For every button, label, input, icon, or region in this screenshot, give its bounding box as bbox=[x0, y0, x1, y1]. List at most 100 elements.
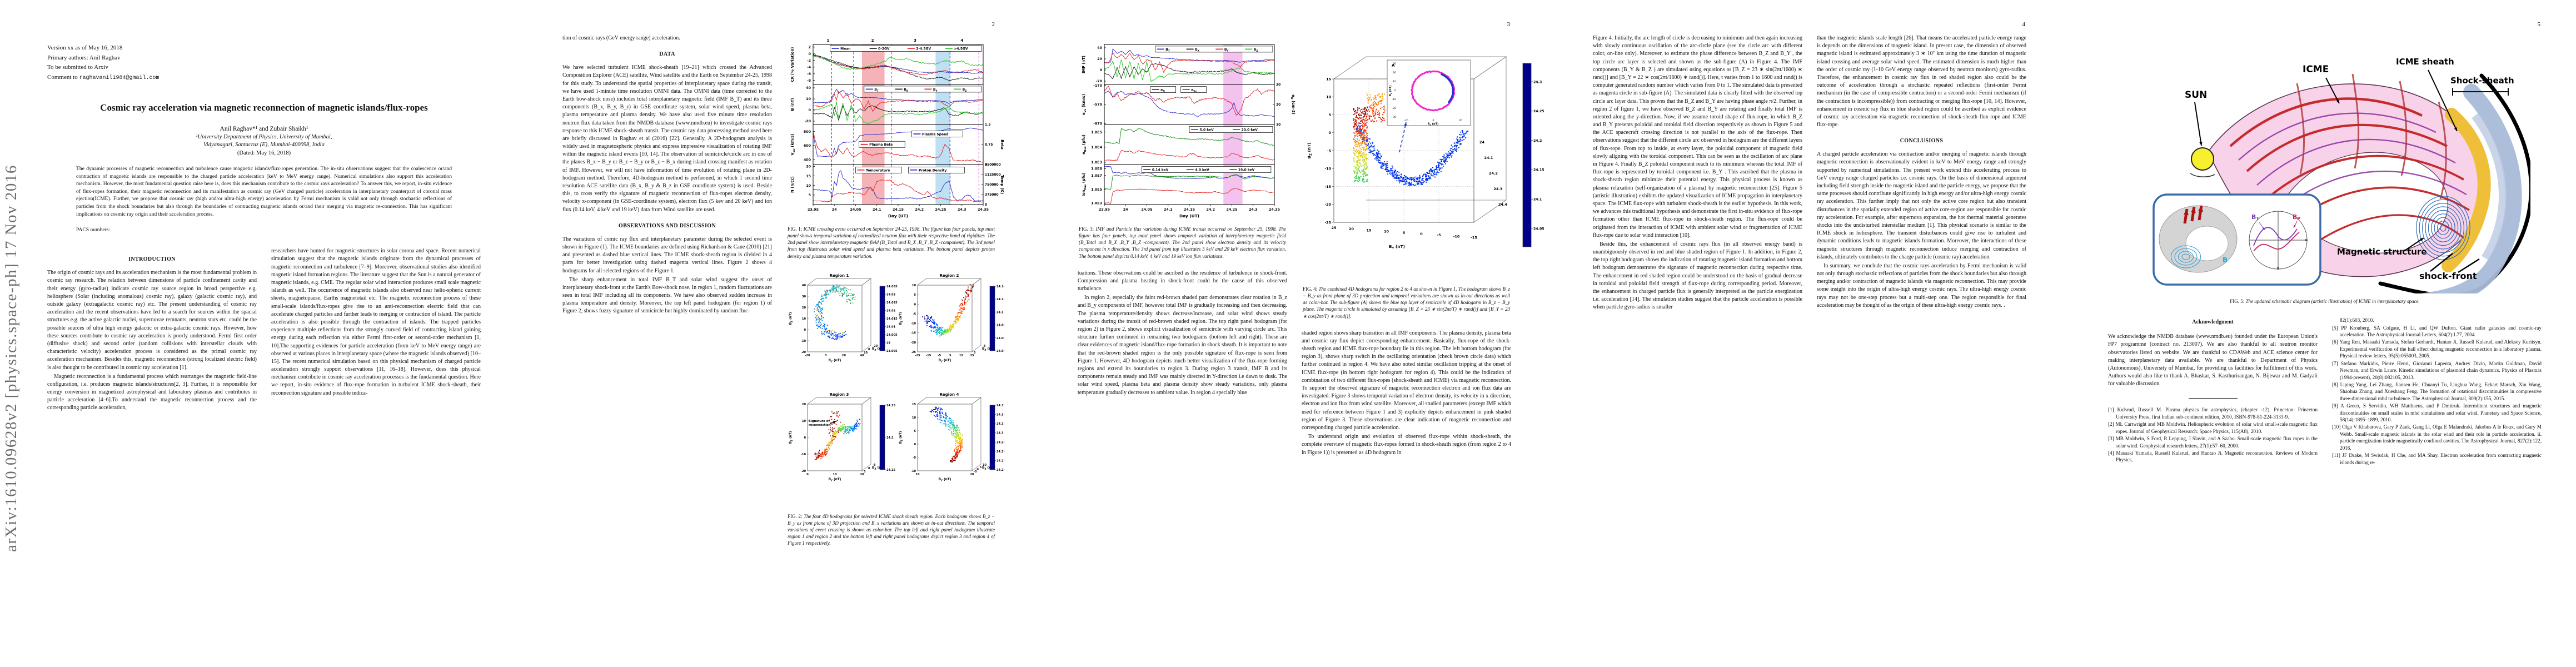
svg-text:>4.5GV: >4.5GV bbox=[954, 47, 968, 51]
svg-text:10: 10 bbox=[912, 416, 916, 420]
svg-text:BX: BX bbox=[904, 88, 909, 92]
preprint-header: Version xx as of May 16, 2018 Primary au… bbox=[47, 43, 481, 83]
paragraph: A charged particle acceleration via cont… bbox=[1817, 151, 2026, 260]
svg-text:24.35: 24.35 bbox=[1269, 208, 1280, 212]
version-line: Version xx as of May 16, 2018 bbox=[47, 44, 123, 51]
svg-text:1.0E5: 1.0E5 bbox=[1091, 131, 1102, 135]
svg-text:0: 0 bbox=[1420, 232, 1423, 236]
svg-text:5: 5 bbox=[980, 466, 982, 469]
svg-text:BZ (nT): BZ (nT) bbox=[899, 431, 903, 444]
svg-text:SUN: SUN bbox=[2185, 89, 2207, 101]
figure-5-label: FIG. 5: bbox=[2230, 298, 2245, 304]
figure-5-caption: FIG. 5: The updated schematic diagram (a… bbox=[2230, 298, 2420, 304]
reference-item: [4] Masaaki Yamada, Russell Kulsrud, and… bbox=[2108, 450, 2318, 463]
svg-text:B (nT): B (nT) bbox=[790, 98, 795, 111]
svg-text:BY (nT): BY (nT) bbox=[1389, 244, 1405, 250]
svg-text:40: 40 bbox=[1097, 46, 1102, 50]
svg-text:24.3: 24.3 bbox=[996, 431, 1004, 435]
svg-text:24.05: 24.05 bbox=[1533, 227, 1544, 231]
svg-text:0: 0 bbox=[985, 203, 987, 207]
svg-text:24.28: 24.28 bbox=[996, 450, 1004, 454]
figure-4-image: 15 10 5 0 -5 -10 -15 -20 -25 25 20 15 10 5 0 -5 -10 -15 24… bbox=[1302, 36, 1546, 281]
svg-text:-6: -6 bbox=[807, 72, 811, 76]
svg-text:BX: BX bbox=[1195, 48, 1200, 52]
svg-text:24.31: 24.31 bbox=[996, 422, 1004, 426]
svg-text:24.2: 24.2 bbox=[886, 436, 894, 440]
svg-text:24.1: 24.1 bbox=[1533, 198, 1542, 202]
p2-col-left: tion of cosmic rays (GeV energy range) a… bbox=[562, 34, 772, 556]
svg-text:CR (% Variation): CR (% Variation) bbox=[790, 47, 795, 82]
svg-text:-20: -20 bbox=[1096, 79, 1103, 83]
svg-text:0: 0 bbox=[976, 468, 979, 471]
svg-text:10: 10 bbox=[833, 473, 837, 476]
svg-text:24: 24 bbox=[886, 341, 891, 345]
svg-text:24: 24 bbox=[1123, 208, 1128, 212]
reference-item: [6] Yang Ren, Masaaki Yamada, Stefan Ger… bbox=[2332, 339, 2542, 359]
svg-text:24.01: 24.01 bbox=[886, 325, 896, 328]
svg-text:BZ (nT): BZ (nT) bbox=[789, 312, 793, 325]
svg-text:24: 24 bbox=[832, 208, 837, 212]
svg-text:24: 24 bbox=[1479, 140, 1484, 145]
svg-text:BY: BY bbox=[1224, 48, 1229, 52]
svg-text:-5: -5 bbox=[938, 354, 941, 357]
svg-text:0-2GV: 0-2GV bbox=[878, 47, 890, 51]
svg-text:BT: BT bbox=[2251, 213, 2259, 221]
contact-email: raghavanil1984@gmail.com bbox=[79, 74, 160, 81]
p4-col-right: than the magnetic islands scale length [… bbox=[1817, 34, 2026, 312]
svg-text:Shock-sheath: Shock-sheath bbox=[2450, 76, 2514, 86]
page-number: 4 bbox=[2022, 21, 2026, 28]
svg-text:0: 0 bbox=[1394, 89, 1396, 92]
authors-line: Primary authors: Anil Raghav bbox=[47, 54, 121, 61]
svg-text:25: 25 bbox=[1332, 226, 1337, 230]
svg-text:BY (nT): BY (nT) bbox=[939, 478, 951, 482]
svg-text:24.25: 24.25 bbox=[935, 208, 946, 212]
page-number: 5 bbox=[2537, 21, 2541, 28]
svg-text:1.0E5: 1.0E5 bbox=[1091, 188, 1102, 192]
svg-text:15: 15 bbox=[1326, 77, 1331, 81]
reference-item: [11] JF Drake, M Swisdak, H Che, and MA … bbox=[2332, 452, 2542, 465]
svg-text:15: 15 bbox=[959, 354, 964, 357]
svg-text:-570: -570 bbox=[1093, 103, 1102, 107]
svg-text:BZ (nT): BZ (nT) bbox=[789, 431, 793, 444]
svg-text:24.06: 24.06 bbox=[996, 337, 1004, 340]
svg-text:0: 0 bbox=[825, 354, 827, 357]
affiliation-2: Vidyanagari, Santacruz (E), Mumbai-40009… bbox=[203, 142, 325, 148]
p4-col-left: Figure 4. Initially, the arc length of c… bbox=[1593, 34, 1802, 312]
svg-text:20: 20 bbox=[864, 351, 868, 355]
svg-text:400: 400 bbox=[804, 158, 811, 162]
svg-text:40: 40 bbox=[860, 354, 864, 357]
svg-text:-5: -5 bbox=[983, 345, 986, 348]
paragraph: tion of cosmic rays (GeV energy range) a… bbox=[562, 35, 680, 41]
svg-text:N (n/cc): N (n/cc) bbox=[790, 176, 795, 193]
figure-2-caption: FIG. 2: The four 4D hodograms for select… bbox=[788, 513, 995, 546]
svg-text:Temperature: Temperature bbox=[866, 168, 890, 172]
svg-text:24.3: 24.3 bbox=[1249, 208, 1258, 212]
svg-text:23.95: 23.95 bbox=[808, 208, 819, 212]
svg-text:24.3: 24.3 bbox=[958, 208, 966, 212]
comment-prefix: Comment to bbox=[47, 73, 79, 81]
svg-text:19.0 keV: 19.0 keV bbox=[1238, 168, 1255, 172]
svg-text:Vsw (km/s): Vsw (km/s) bbox=[790, 133, 796, 155]
p1-col-right: researchers have hunted for magnetic str… bbox=[271, 247, 481, 412]
figure-1-label: FIG. 1: bbox=[788, 226, 803, 232]
svg-text:24.25: 24.25 bbox=[1227, 208, 1238, 212]
reference-separator bbox=[2188, 398, 2238, 399]
arxiv-banner: arXiv:1610.09628v2 [physics.space-ph] 17… bbox=[2, 165, 20, 552]
svg-text:20: 20 bbox=[842, 354, 846, 357]
figure-1-image: 2 0 -2 -4 -6 -8 CR (% Variation) Mean 0-2GV 2-4.5… bbox=[786, 36, 1004, 221]
svg-text:750000: 750000 bbox=[985, 183, 999, 187]
pacs-line: PACS numbers: bbox=[76, 227, 111, 233]
affiliation-1: ¹University Department of Physics, Unive… bbox=[196, 134, 332, 141]
svg-text:24.08: 24.08 bbox=[996, 323, 1004, 327]
svg-text:40: 40 bbox=[802, 284, 806, 287]
section-introduction: INTRODUCTION bbox=[128, 256, 176, 263]
svg-text:Plasma Speed: Plasma Speed bbox=[922, 133, 949, 137]
paragraph: Magnetic reconnection is a fundamental p… bbox=[47, 373, 257, 411]
paragraph: Figure 4. Initially, the arc length of c… bbox=[1593, 35, 1802, 238]
svg-text:-20: -20 bbox=[801, 351, 806, 354]
svg-text:-20: -20 bbox=[1404, 119, 1408, 122]
svg-text:-10: -10 bbox=[1392, 98, 1396, 101]
svg-text:20: 20 bbox=[1097, 57, 1102, 61]
svg-text:30: 30 bbox=[1276, 83, 1280, 87]
abstract: The dynamic processes of magnetic reconn… bbox=[76, 166, 452, 217]
